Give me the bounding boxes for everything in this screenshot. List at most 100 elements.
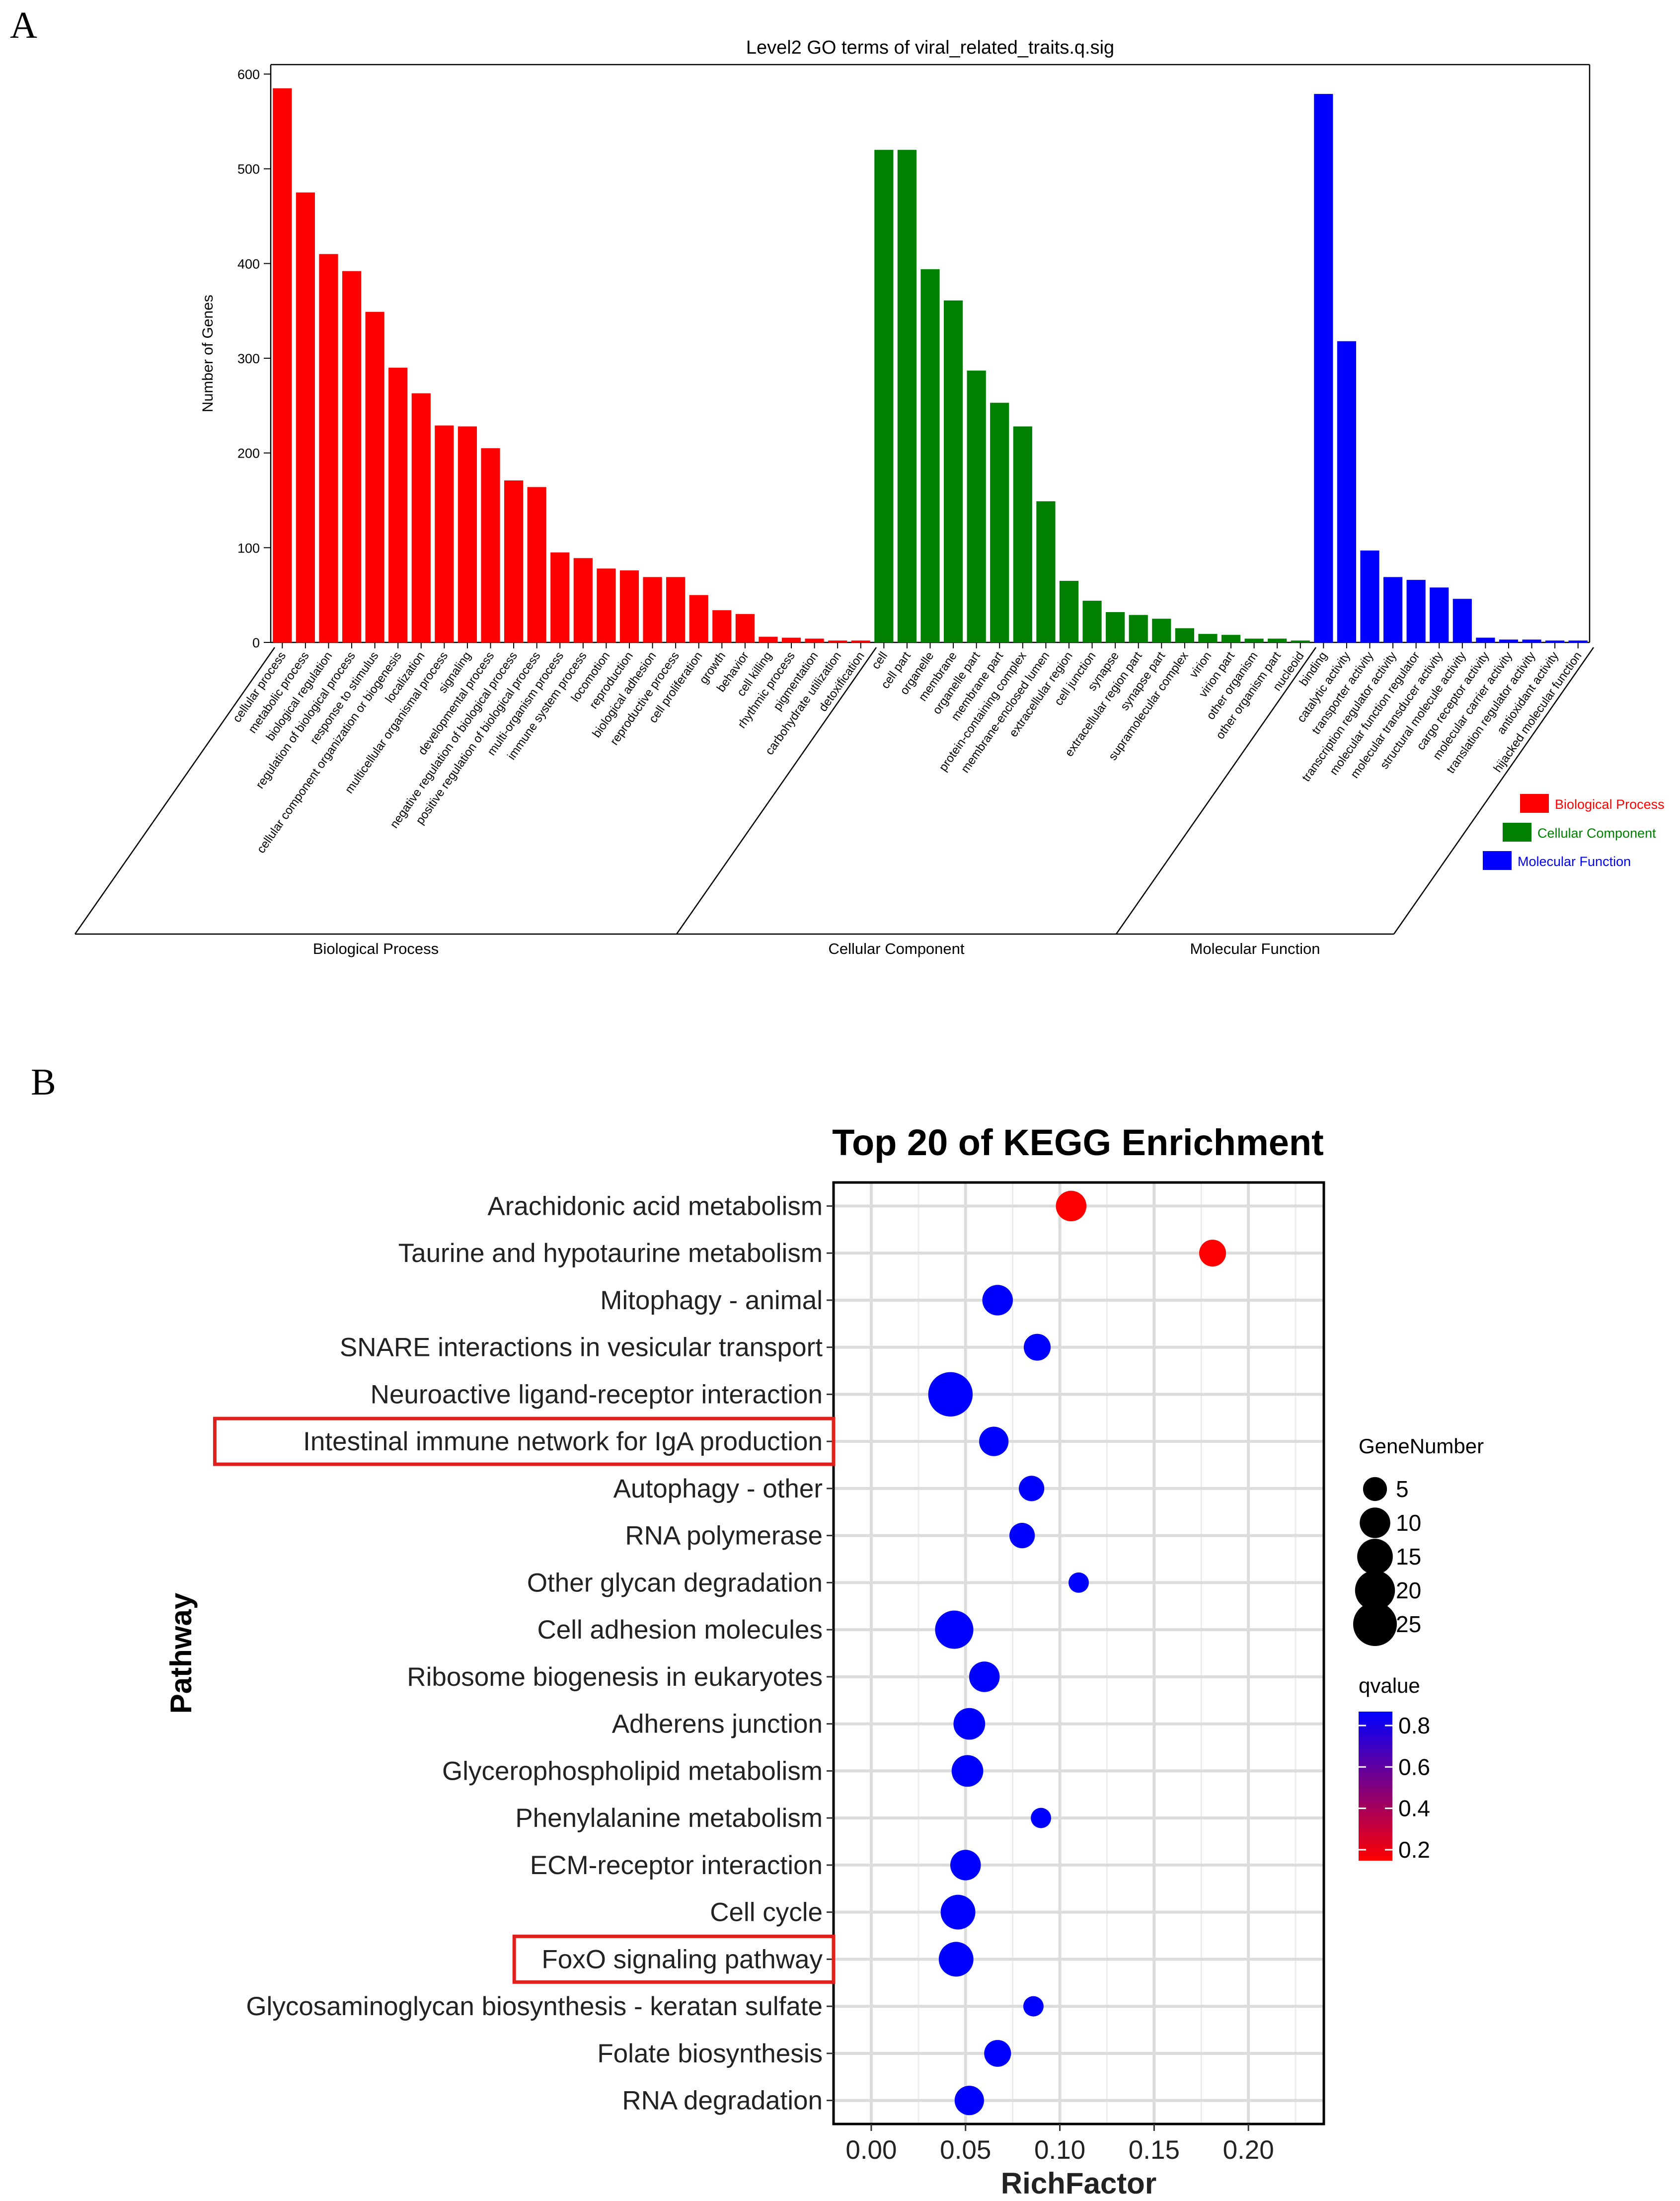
legend-label-biological-process: Biological Process [1555, 797, 1665, 812]
pathway-label-rna-polymerase: RNA polymerase [625, 1521, 823, 1551]
y-axis-label: Pathway [164, 1592, 198, 1714]
bar-negative-regulation-of-biological-process [504, 480, 524, 642]
bar-translation-regulator-activity [1522, 639, 1541, 642]
x-tick-label: 0.00 [845, 2135, 897, 2165]
pathway-label-glycerophospholipid-metabolism: Glycerophospholipid metabolism [442, 1756, 823, 1786]
bar-behavior [735, 614, 755, 642]
point-intestinal-immune-network-for-iga-production [979, 1426, 1009, 1456]
bar-extracellular-region [1059, 581, 1079, 642]
size-legend-label-25: 25 [1396, 1611, 1421, 1637]
bar-molecular-carrier-activity [1499, 639, 1519, 642]
bar-other-organism-part [1268, 638, 1287, 642]
y-tick-label: 500 [237, 162, 260, 177]
bar-other-organism [1244, 638, 1264, 642]
x-tick-label: 0.15 [1129, 2135, 1180, 2165]
bar-membrane [943, 300, 963, 642]
size-legend-dot-5 [1363, 1477, 1387, 1501]
bar-localization [411, 393, 431, 642]
group-bracket-divider [676, 647, 877, 935]
bar-immune-system-process [573, 558, 593, 642]
pathway-label-snare-interactions-in-vesicular-transport: SNARE interactions in vesicular transpor… [340, 1333, 823, 1362]
bar-cellular-process [273, 88, 292, 642]
pathway-label-rna-degradation: RNA degradation [622, 2086, 823, 2116]
point-phenylalanine-metabolism [1031, 1808, 1052, 1828]
pathway-label-mitophagy-animal: Mitophagy - animal [600, 1286, 823, 1315]
bar-cell [874, 150, 894, 642]
color-legend-label: 0.2 [1398, 1837, 1430, 1863]
pathway-label-ecm-receptor-interaction: ECM-receptor interaction [530, 1851, 823, 1880]
plot-panel [834, 1182, 1324, 2124]
pathway-label-glycosaminoglycan-biosynthesis-keratan-sulfate: Glycosaminoglycan biosynthesis - keratan… [246, 1992, 823, 2021]
point-ribosome-biogenesis-in-eukaryotes [969, 1661, 1000, 1692]
y-tick-label: 100 [237, 541, 260, 555]
pathway-label-autophagy-other: Autophagy - other [613, 1474, 823, 1503]
group-bracket-divider [74, 647, 276, 935]
point-rna-polymerase [1009, 1522, 1035, 1549]
point-ecm-receptor-interaction [950, 1850, 981, 1881]
bar-synapse-part [1152, 619, 1171, 642]
size-legend-dot-15 [1357, 1539, 1393, 1574]
chart-title: Level2 GO terms of viral_related_traits.… [746, 37, 1114, 58]
bar-transcription-regulator-activity [1383, 577, 1403, 642]
pathway-label-cell-adhesion-molecules: Cell adhesion molecules [537, 1615, 823, 1645]
size-legend-label-10: 10 [1396, 1510, 1421, 1536]
panel-label-a: A [10, 4, 37, 46]
point-glycosaminoglycan-biosynthesis-keratan-sulfate [1023, 1996, 1044, 2017]
pathway-label-taurine-and-hypotaurine-metabolism: Taurine and hypotaurine metabolism [398, 1239, 823, 1268]
legend-label-molecular-function: Molecular Function [1518, 854, 1631, 869]
size-legend-dot-25 [1353, 1602, 1397, 1646]
pathway-label-ribosome-biogenesis-in-eukaryotes: Ribosome biogenesis in eukaryotes [407, 1662, 823, 1692]
pathway-label-arachidonic-acid-metabolism: Arachidonic acid metabolism [487, 1191, 823, 1221]
group-bracket-divider [1116, 647, 1317, 935]
point-snare-interactions-in-vesicular-transport [1023, 1334, 1051, 1361]
legend-swatch-molecular-function [1483, 851, 1512, 870]
bar-synapse [1106, 612, 1125, 642]
bar-signaling [458, 426, 477, 642]
x-tick-label: 0.20 [1223, 2135, 1274, 2165]
y-axis-label: Number of Genes [200, 295, 216, 412]
bar-virion [1198, 633, 1218, 642]
y-tick-label: 0 [252, 635, 260, 650]
bar-catalytic-activity [1337, 341, 1357, 642]
y-tick-label: 300 [237, 351, 260, 366]
bar-structural-molecule-activity [1452, 599, 1472, 642]
pathway-label-cell-cycle: Cell cycle [710, 1898, 823, 1927]
bar-multicellular-organismal-process [435, 425, 454, 642]
bar-multi-organism-process [550, 552, 570, 642]
size-legend-label-20: 20 [1396, 1577, 1421, 1603]
bar-membrane-part [990, 402, 1009, 642]
group-bracket-divider [1393, 647, 1595, 935]
bar-antioxidant-activity [1545, 640, 1565, 642]
group-label-molecular-function: Molecular Function [1190, 940, 1320, 957]
pathway-label-adherens-junction: Adherens junction [612, 1710, 823, 1739]
pathway-label-folate-biosynthesis: Folate biosynthesis [597, 2039, 823, 2068]
pathway-label-foxo-signaling-pathway: FoxO signaling pathway [541, 1945, 823, 1974]
bar-organelle-part [967, 370, 986, 642]
bar-growth [712, 610, 732, 642]
bar-regulation-of-biological-process [342, 271, 362, 642]
bar-molecular-function-regulator [1406, 580, 1426, 642]
legend-swatch-cellular-component [1503, 823, 1531, 842]
x-tick-label: 0.05 [940, 2135, 991, 2165]
bar-virion-part [1221, 634, 1241, 642]
bar-locomotion [597, 568, 616, 642]
bar-biological-regulation [319, 254, 338, 642]
y-tick-label: 600 [237, 67, 260, 82]
pathway-label-other-glycan-degradation: Other glycan degradation [527, 1568, 823, 1597]
legend-label-cellular-component: Cellular Component [1537, 826, 1656, 841]
point-autophagy-other [1018, 1476, 1045, 1501]
bar-supramolecular-complex [1175, 628, 1194, 642]
point-glycerophospholipid-metabolism [951, 1755, 984, 1787]
bar-pigmentation [805, 638, 824, 642]
highlight-box-intestinal-immune-network-for-iga-production [213, 1416, 836, 1466]
point-adherens-junction [953, 1708, 986, 1740]
bar-biological-adhesion [643, 577, 662, 642]
y-tick-label: 200 [237, 446, 260, 461]
panel-label-b: B [31, 1061, 56, 1103]
bar-cell-part [897, 150, 917, 642]
bar-cellular-component-organization-or-biogenesis [388, 368, 408, 642]
pathway-label-phenylalanine-metabolism: Phenylalanine metabolism [515, 1804, 823, 1833]
point-cell-adhesion-molecules [935, 1610, 974, 1649]
highlight-box-foxo-signaling-pathway [512, 1934, 836, 1984]
color-legend-label: 0.4 [1398, 1796, 1430, 1821]
